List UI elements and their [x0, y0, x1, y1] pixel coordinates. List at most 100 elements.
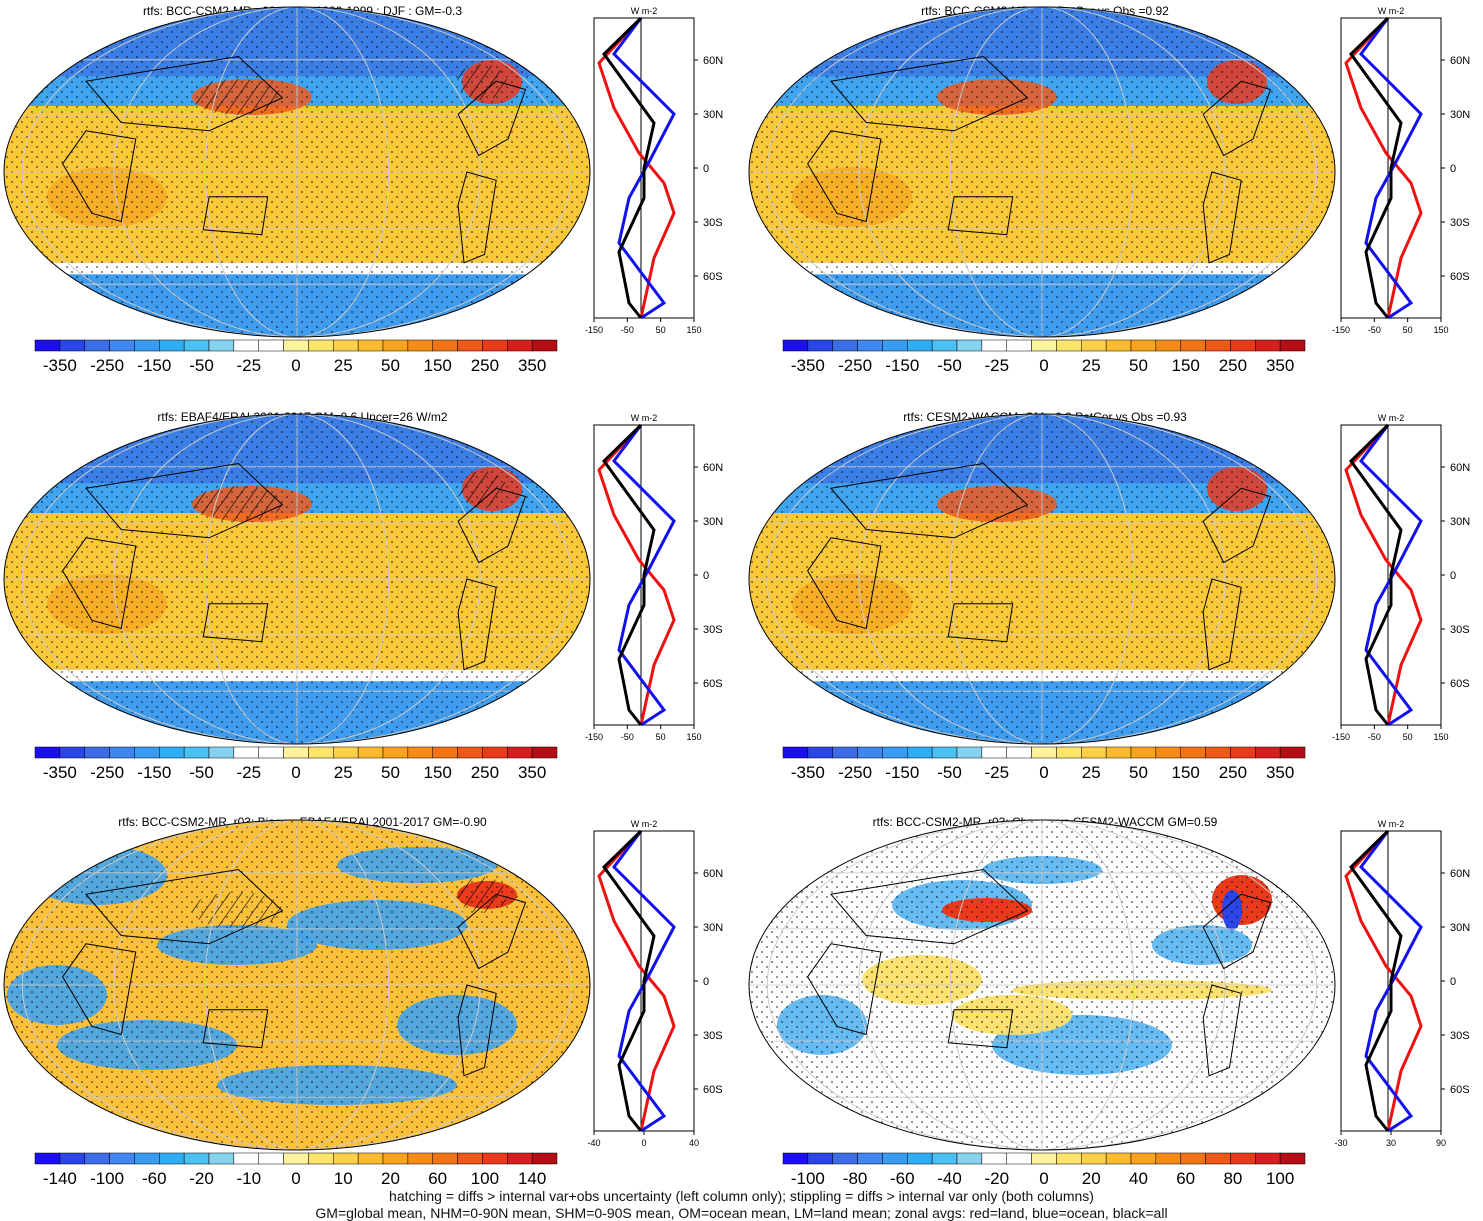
continent-outline [947, 196, 1014, 236]
colorbar-swatch [1056, 1152, 1082, 1165]
continent-outline [457, 171, 497, 264]
colorbar-label: -250 [90, 763, 124, 782]
continent-outline [457, 578, 497, 671]
colorbar-swatch [34, 746, 61, 759]
y-tick-label: 60N [1450, 55, 1470, 67]
colorbar-swatch [134, 1152, 160, 1165]
map-panel-4 [748, 413, 1336, 745]
y-tick-label: 30S [703, 624, 723, 636]
x-tick-label: -50 [1368, 732, 1381, 742]
y-tick-label: 30N [703, 516, 723, 528]
colorbar-swatch [507, 746, 533, 759]
colorbar-swatch [382, 1152, 409, 1165]
colorbar-swatch [981, 746, 1007, 759]
hatching [192, 79, 282, 115]
zonal-panel-4: W m-2 -150 -50 50 150 60N 30N 0 30S 60S [1332, 413, 1470, 742]
continent-outline [457, 984, 497, 1077]
x-tick-label: 40 [689, 1138, 699, 1148]
colorbar-swatch [34, 339, 61, 352]
x-tick-label: -40 [587, 1138, 600, 1148]
zonal-curve-land [1344, 829, 1423, 1132]
footer-line-1: hatching = diffs > internal var+obs unce… [389, 1188, 1094, 1204]
colorbar-label: -250 [838, 763, 872, 782]
colorbar-label: 0 [291, 356, 300, 375]
colorbar-swatch [283, 339, 309, 352]
colorbar-label: -25 [236, 356, 261, 375]
colorbar-swatch [457, 339, 483, 352]
colorbar-swatch [907, 339, 933, 352]
continent-outline [62, 130, 137, 223]
continent-outline [62, 537, 137, 630]
continent-outline [202, 196, 269, 236]
continent-outline [830, 868, 1029, 945]
colorbar-label: 0 [1039, 356, 1048, 375]
colorbar-swatch [183, 339, 210, 352]
map-panel-3 [3, 413, 591, 745]
continent-outline [1202, 80, 1272, 157]
y-tick-label: 30N [1450, 922, 1470, 934]
colorbar-label: 250 [471, 356, 499, 375]
x-tick-label: -50 [1368, 325, 1381, 335]
colorbar-label: 60 [428, 1169, 447, 1188]
colorbar-label: 50 [1129, 356, 1148, 375]
zonal-unit-label: W m-2 [631, 413, 658, 423]
continent-outline [807, 943, 882, 1036]
zonal-panel-5: W m-2 -40 0 40 60N 30N 0 30S 60S [587, 819, 723, 1148]
colorbar-swatch [1006, 1152, 1032, 1165]
continent-outline [1202, 578, 1242, 671]
continent-outline [1202, 487, 1272, 564]
colorbar-swatch [208, 746, 235, 759]
x-tick-label: 90 [1436, 1138, 1446, 1148]
colorbar-swatch [1155, 339, 1181, 352]
colorbar-label: -250 [838, 356, 872, 375]
map-panel-1 [3, 6, 591, 338]
continent-outline [947, 1009, 1014, 1049]
zonal-panel-3: W m-2 -150 -50 50 150 60N 30N 0 30S 60S [585, 413, 723, 742]
colorbar-swatch [1031, 1152, 1057, 1165]
colorbar-swatch [59, 339, 85, 352]
colorbar-label: -50 [189, 356, 214, 375]
colorbar-swatch [1155, 1152, 1181, 1165]
colorbar-label: -350 [791, 763, 825, 782]
colorbar-swatch [59, 746, 85, 759]
zonal-curve-ocean [1359, 830, 1423, 1133]
colorbar-swatch [134, 339, 160, 352]
x-tick-label: 50 [1403, 732, 1413, 742]
y-tick-label: 0 [703, 163, 709, 175]
colorbar-swatch [84, 339, 110, 352]
colorbar-label: 350 [518, 763, 546, 782]
x-tick-label: -150 [1332, 732, 1350, 742]
longitude-line [858, 7, 1226, 337]
colorbar-swatch [882, 339, 908, 352]
colorbar-label: -50 [937, 763, 962, 782]
colorbar-swatch [956, 1152, 983, 1165]
colorbar-swatch [882, 1152, 908, 1165]
colorbar-swatch [1205, 339, 1231, 352]
colorbar-swatch [258, 339, 284, 352]
y-tick-label: 30S [1450, 217, 1470, 229]
colorbar-label: 20 [1082, 1169, 1101, 1188]
map-border [3, 413, 591, 745]
colorbar-swatch [159, 1152, 185, 1165]
zonal-unit-label: W m-2 [631, 819, 658, 829]
colorbar-swatch [109, 1152, 135, 1165]
colorbar-label: -20 [984, 1169, 1009, 1188]
colorbar-swatch [1180, 746, 1206, 759]
map-panel-5 [3, 819, 591, 1151]
map-panel-6 [748, 819, 1336, 1151]
colorbar-label: 150 [1171, 763, 1199, 782]
colorbar-swatch [159, 746, 185, 759]
y-tick-label: 30N [1450, 516, 1470, 528]
continent-outline [1202, 171, 1242, 264]
colorbar-label: -50 [937, 356, 962, 375]
colorbar-label: 350 [518, 356, 546, 375]
y-tick-label: 60S [1450, 271, 1470, 283]
colorbar-label: -60 [142, 1169, 167, 1188]
colorbar-label: -60 [890, 1169, 915, 1188]
x-tick-label: -150 [1332, 325, 1350, 335]
colorbar-swatch [1279, 339, 1306, 352]
zonal-curve-land [597, 829, 676, 1132]
colorbar-label: -140 [43, 1169, 77, 1188]
longitude-line [113, 414, 481, 744]
colorbar-1: -350 -250 -150 -50 -25 0 25 50 150 250 350 [34, 339, 558, 375]
